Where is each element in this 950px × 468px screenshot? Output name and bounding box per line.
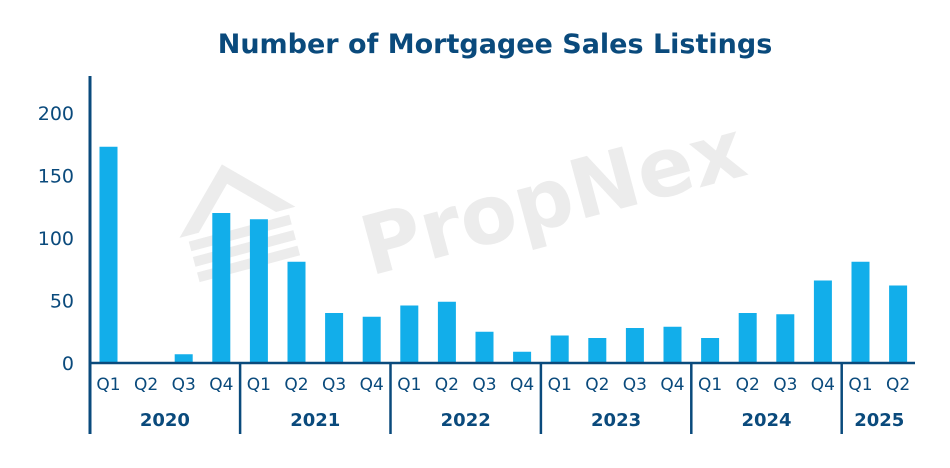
y-tick-label: 0 xyxy=(62,353,74,375)
bar-2025-q1 xyxy=(851,261,870,363)
x-group-label-year: 2024 xyxy=(741,410,791,431)
x-group-label-year: 2020 xyxy=(140,410,190,431)
x-group-label-year: 2022 xyxy=(441,410,491,431)
x-tick-label-quarter: Q4 xyxy=(510,375,534,395)
x-tick-label-quarter: Q4 xyxy=(811,375,835,395)
bar-2022-q3 xyxy=(475,331,494,363)
x-tick-label-quarter: Q3 xyxy=(172,375,196,395)
bar-2024-q3 xyxy=(776,314,795,363)
bar-2022-q1 xyxy=(400,305,419,363)
x-tick-label-quarter: Q1 xyxy=(397,375,421,395)
bar-2025-q2 xyxy=(889,285,908,363)
x-tick-label-quarter: Q3 xyxy=(623,375,647,395)
bar-2021-q3 xyxy=(325,313,344,363)
x-tick-label-quarter: Q1 xyxy=(848,375,872,395)
bar-2022-q4 xyxy=(513,351,532,363)
y-axis: 0 50 100 150 200 xyxy=(38,76,92,434)
x-tick-label-quarter: Q1 xyxy=(698,375,722,395)
y-tick-label: 50 xyxy=(50,291,74,313)
x-tick-label-quarter: Q3 xyxy=(322,375,346,395)
bar-2023-q3 xyxy=(625,328,644,363)
bar-2024-q2 xyxy=(738,313,757,363)
x-tick-label-quarter: Q2 xyxy=(585,375,609,395)
x-tick-label-quarter: Q1 xyxy=(247,375,271,395)
chart-title: Number of Mortgagee Sales Listings xyxy=(218,29,773,60)
y-tick-label: 200 xyxy=(38,103,74,125)
x-tick-label-quarter: Q4 xyxy=(360,375,384,395)
propnex-logo-icon xyxy=(179,164,301,283)
x-axis: Q1 Q2 Q3 Q4 2020 Q1 Q2 Q3 Q4 2021 Q1 Q2 Q3 Q4 2022 Q1 Q2… xyxy=(90,361,915,434)
x-tick-label-quarter: Q2 xyxy=(284,375,308,395)
x-tick-label-quarter: Q2 xyxy=(134,375,158,395)
watermark-text: PropNex xyxy=(351,102,755,295)
y-tick-label: 100 xyxy=(38,228,74,250)
bar-2021-q1 xyxy=(249,219,268,363)
x-tick-label-quarter: Q3 xyxy=(773,375,797,395)
bar-2020-q3 xyxy=(174,354,193,363)
x-tick-label-quarter: Q3 xyxy=(472,375,496,395)
bar-2023-q1 xyxy=(550,335,569,363)
x-tick-label-quarter: Q1 xyxy=(548,375,572,395)
bar-2024-q1 xyxy=(701,338,720,363)
x-tick-label-quarter: Q4 xyxy=(209,375,233,395)
x-tick-label-quarter: Q2 xyxy=(736,375,760,395)
bar-2022-q2 xyxy=(437,301,456,363)
bars xyxy=(99,146,908,363)
x-group-label-year: 2021 xyxy=(290,410,340,431)
bar-2020-q1 xyxy=(99,146,118,363)
x-tick-label-quarter: Q2 xyxy=(435,375,459,395)
x-group-label-year: 2025 xyxy=(854,410,904,431)
bar-2023-q4 xyxy=(663,326,682,363)
y-tick-label: 150 xyxy=(38,166,74,188)
x-group-label-year: 2023 xyxy=(591,410,641,431)
x-tick-label-quarter: Q2 xyxy=(886,375,910,395)
bar-2024-q4 xyxy=(813,280,832,363)
x-tick-label-quarter: Q4 xyxy=(660,375,684,395)
bar-2021-q2 xyxy=(287,261,306,363)
bar-2021-q4 xyxy=(362,316,381,363)
x-tick-label-quarter: Q1 xyxy=(96,375,120,395)
bar-2020-q4 xyxy=(212,213,231,363)
bar-2023-q2 xyxy=(588,338,607,363)
